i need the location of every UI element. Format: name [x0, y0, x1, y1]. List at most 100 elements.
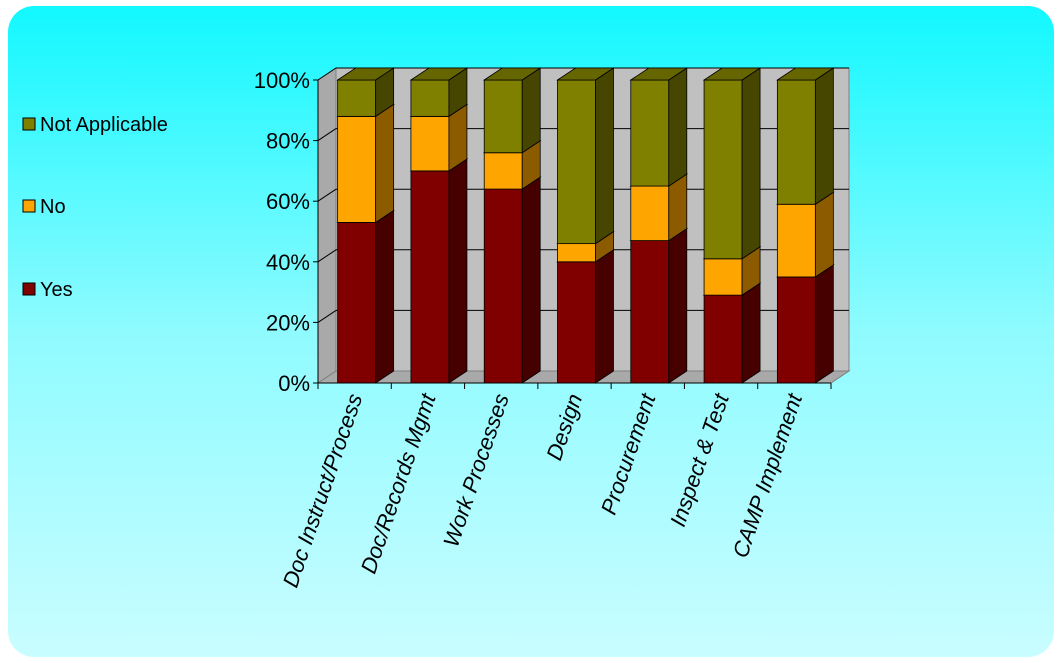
- bar-yes-doc-records-mgmt: [409, 158, 469, 384]
- bar-not-applicable-inspect-test: [702, 67, 762, 260]
- bar-front: [337, 79, 377, 117]
- bar-side: [521, 176, 541, 384]
- bar-not-applicable-procurement: [629, 67, 689, 187]
- stacked-bar-chart: 0%20%40%60%80%100% Doc Instruct/ProcessD…: [22, 67, 851, 591]
- gridline-side: [317, 128, 337, 142]
- bar-front: [410, 170, 450, 384]
- bar-stack-inspect-test: [702, 67, 762, 384]
- bar-yes-design: [556, 249, 615, 384]
- bar-front: [776, 79, 816, 205]
- x-tick-label: Procurement: [596, 390, 661, 518]
- y-tick-label: 0%: [278, 371, 310, 396]
- bar-side: [814, 67, 834, 205]
- y-tick-label: 80%: [266, 129, 310, 154]
- bar-not-applicable-design: [556, 67, 615, 245]
- bar-yes-camp-implement: [776, 264, 835, 384]
- bar-side: [668, 67, 688, 187]
- bar-top: [556, 67, 615, 81]
- bar-stack-doc-records-mgmt: [409, 67, 469, 384]
- bar-front: [776, 203, 816, 278]
- bar-top: [409, 67, 469, 81]
- bar-yes-doc-instruct-process: [336, 209, 395, 384]
- legend-swatch: [22, 117, 36, 131]
- bar-not-applicable-doc-instruct-process: [336, 67, 395, 118]
- axes: [313, 79, 832, 389]
- bar-top: [482, 67, 542, 81]
- side-wall: [317, 67, 337, 384]
- legend-item-yes: Yes: [22, 279, 73, 301]
- y-tick-label: 60%: [266, 189, 310, 214]
- bar-not-applicable-work-processes: [482, 67, 542, 154]
- bar-yes-procurement: [629, 227, 689, 384]
- gridline-side: [317, 67, 337, 81]
- bar-front: [483, 79, 523, 154]
- bar-stack-work-processes: [482, 67, 542, 384]
- bar-side: [375, 209, 395, 384]
- bar-side: [741, 282, 761, 384]
- bar-front: [630, 240, 670, 384]
- bar-top: [629, 67, 689, 81]
- bar-side: [521, 67, 541, 154]
- legend-item-no: No: [22, 196, 66, 218]
- gridline-side: [317, 309, 337, 323]
- bar-side: [741, 67, 761, 260]
- legend: Not Applicable No Yes: [22, 114, 168, 301]
- x-tick-label: Inspect & Test: [665, 390, 734, 530]
- bar-stack-camp-implement: [776, 67, 835, 384]
- y-tick-label: 40%: [266, 250, 310, 275]
- bar-not-applicable-doc-records-mgmt: [409, 67, 469, 118]
- x-tick-label: Design: [541, 390, 587, 463]
- bar-side: [814, 264, 834, 384]
- x-tick-label: CAMP Implement: [728, 390, 808, 561]
- legend-swatch: [22, 282, 36, 296]
- bar-front: [630, 79, 670, 187]
- bar-side: [814, 191, 834, 278]
- bar-front: [703, 79, 743, 260]
- bar-yes-inspect-test: [702, 282, 762, 384]
- bar-front: [410, 79, 450, 117]
- bars: [336, 67, 835, 384]
- bar-side: [668, 227, 688, 384]
- bar-side: [595, 249, 614, 384]
- legend-label: Not Applicable: [40, 114, 168, 136]
- bar-not-applicable-camp-implement: [776, 67, 835, 205]
- x-tick-label: Doc/Records Mgmt: [356, 390, 441, 577]
- legend-label: Yes: [40, 279, 73, 301]
- bar-front: [557, 261, 596, 384]
- bar-yes-work-processes: [482, 176, 542, 384]
- y-tick-labels: 0% 20% 40% 60% 80% 100%: [254, 68, 310, 396]
- bar-front: [703, 294, 743, 384]
- bar-stack-design: [556, 67, 615, 384]
- bar-side: [595, 67, 614, 245]
- bar-front: [337, 222, 377, 384]
- legend-label: No: [40, 196, 66, 218]
- bar-front: [483, 152, 523, 190]
- y-tick-label: 20%: [266, 310, 310, 335]
- x-tick-label: Work Processes: [438, 390, 514, 550]
- bar-no-doc-instruct-process: [336, 103, 395, 224]
- bar-front: [630, 185, 670, 241]
- legend-item-not-applicable: Not Applicable: [22, 114, 168, 136]
- bar-front: [557, 79, 596, 245]
- bar-top: [776, 67, 835, 81]
- bar-top: [336, 67, 395, 81]
- bar-front: [337, 115, 377, 223]
- bar-top: [702, 67, 762, 81]
- y-tick-label: 100%: [254, 68, 310, 93]
- bar-stack-doc-instruct-process: [336, 67, 395, 384]
- bar-side: [448, 158, 468, 384]
- bar-front: [557, 243, 596, 263]
- x-tick-label: Doc Instruct/Process: [278, 390, 368, 590]
- bar-stack-procurement: [629, 67, 689, 384]
- bar-front: [483, 188, 523, 384]
- gridline-side: [317, 188, 337, 202]
- chart-panel: 0% 20% 40% 60% 80% 100% Doc Instruct/Process D…: [8, 6, 1054, 657]
- bar-no-camp-implement: [776, 191, 835, 278]
- bar-front: [703, 258, 743, 296]
- gridline-side: [317, 249, 337, 263]
- legend-swatch: [22, 199, 36, 213]
- bar-side: [375, 103, 395, 224]
- bar-front: [776, 276, 816, 384]
- bar-front: [410, 115, 450, 172]
